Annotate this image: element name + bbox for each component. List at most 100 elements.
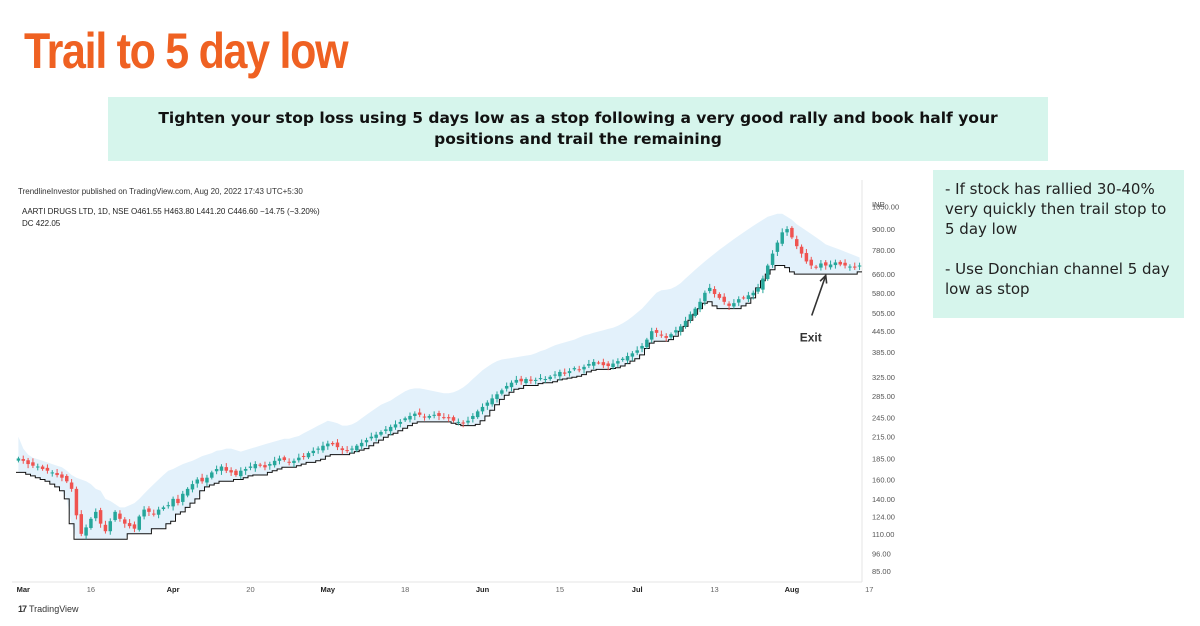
candle-body <box>736 299 741 303</box>
donchian-low-line <box>16 265 862 540</box>
candle-body <box>393 424 398 428</box>
candle-body <box>258 464 262 466</box>
candle-body <box>756 287 760 292</box>
candle-body <box>466 420 470 423</box>
candle <box>432 411 436 419</box>
tradingview-logo-icon: 17 <box>18 604 27 614</box>
y-tick-label: 124.00 <box>872 512 895 521</box>
candle <box>640 343 644 353</box>
candle <box>446 414 451 422</box>
candle-body <box>804 253 809 262</box>
candle <box>848 264 852 271</box>
candle-body <box>132 524 137 529</box>
candle <box>538 374 543 381</box>
candle-body <box>567 371 572 374</box>
y-tick-label: 505.00 <box>872 309 895 318</box>
x-tick-label: Mar <box>17 585 30 594</box>
candle <box>485 400 490 410</box>
candle-body <box>176 498 180 504</box>
candle <box>234 468 238 477</box>
candle <box>176 494 180 506</box>
candle <box>645 337 649 349</box>
candle-body <box>190 484 195 490</box>
candle-body <box>403 418 407 421</box>
candle <box>727 301 731 310</box>
x-tick-label: 17 <box>865 585 873 594</box>
candle <box>26 457 30 469</box>
candle-body <box>591 361 596 366</box>
candle-body <box>340 448 345 451</box>
candle-body <box>69 482 74 489</box>
candle <box>804 249 809 264</box>
candle <box>340 446 345 455</box>
candle <box>649 327 654 343</box>
candle <box>253 461 258 472</box>
candle-body <box>664 336 668 338</box>
candle <box>824 260 828 270</box>
exit-arrow-head <box>819 273 828 284</box>
candle <box>611 359 615 370</box>
candle-body <box>471 415 475 419</box>
candle-body <box>185 488 190 496</box>
candle <box>229 467 233 476</box>
candle <box>529 376 533 384</box>
y-tick-label: 215.00 <box>872 433 895 442</box>
candle-body <box>558 371 562 377</box>
candle <box>857 262 862 270</box>
candle-body <box>50 472 54 474</box>
candle <box>79 510 84 537</box>
candle <box>770 250 775 268</box>
candle <box>45 464 50 474</box>
candle-body <box>500 390 504 394</box>
x-tick-label: Jun <box>476 585 490 594</box>
candle <box>393 420 398 430</box>
candle <box>587 359 591 369</box>
candle-body <box>103 524 108 532</box>
candle <box>471 413 475 423</box>
candle-body <box>765 265 770 280</box>
candle <box>606 361 610 371</box>
candle-body <box>152 513 156 515</box>
y-tick-label: 325.00 <box>872 373 895 382</box>
y-tick-label: 110.00 <box>872 530 894 539</box>
candle-body <box>461 422 465 424</box>
candle-body <box>89 518 93 528</box>
candle <box>442 413 446 420</box>
candle <box>703 290 707 306</box>
candle <box>210 470 214 480</box>
candle <box>335 439 340 451</box>
candle-body <box>118 513 122 519</box>
candle-body <box>60 474 64 478</box>
candle-body <box>645 339 649 348</box>
indicator-legend: DC 422.05 <box>22 219 61 228</box>
candle-body <box>297 457 301 461</box>
candle-body <box>519 378 523 382</box>
candle-body <box>770 253 775 265</box>
candle-body <box>248 466 253 468</box>
candle-body <box>775 242 780 252</box>
candle-body <box>838 261 842 265</box>
exit-arrow-shaft <box>810 275 827 316</box>
candle <box>326 440 330 450</box>
candle <box>219 464 224 475</box>
y-tick-label: 245.00 <box>872 414 895 423</box>
x-tick-label: Apr <box>167 585 180 594</box>
candle-body <box>374 434 378 438</box>
candle <box>654 327 659 337</box>
candle <box>403 416 407 422</box>
candle-body <box>147 508 151 512</box>
candle-body <box>824 262 828 266</box>
candle <box>630 351 635 361</box>
candle-body <box>263 465 267 468</box>
candle <box>543 376 548 383</box>
candle <box>843 259 847 269</box>
candle-body <box>625 356 630 361</box>
candle-body <box>533 379 538 381</box>
y-tick-label: 445.00 <box>872 327 895 336</box>
candle <box>369 432 374 441</box>
candle <box>103 520 108 534</box>
candle <box>456 418 461 426</box>
candle <box>853 262 857 270</box>
candle-body <box>306 453 311 458</box>
candle-body <box>548 376 552 380</box>
